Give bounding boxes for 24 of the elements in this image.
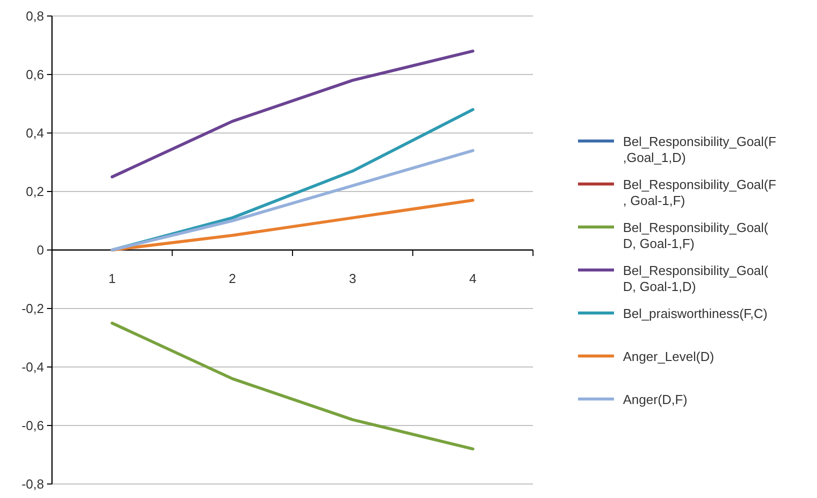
y-tick-label: -0,6 [22,418,44,434]
legend-label: Bel_Responsibility_Goal(F , Goal-1,F) [623,177,776,208]
y-tick-label: 0,4 [26,126,44,141]
legend-label: Bel_praisworthiness(F,C) [623,306,768,321]
x-tick-label: 1 [108,271,116,286]
legend-label: Anger(D,F) [623,392,688,407]
x-tick-label: 2 [228,271,236,286]
y-tick-label: -0,8 [22,476,44,492]
x-tick-label: 3 [349,271,356,286]
legend-label: Bel_Responsibility_Goal(F ,Goal_1,D) [623,134,776,165]
x-tick-label: 4 [469,271,476,286]
legend-label: Anger_Level(D) [623,349,714,364]
line-series [110,322,474,450]
legend-label: Bel_Responsibility_Goal( D, Goal-1,D) [623,263,769,294]
y-tick-label: 0,2 [26,184,44,200]
legend-label: Bel_Responsibility_Goal( D, Goal-1,F) [623,220,769,251]
line-series [110,198,474,252]
y-tick-label: -0,4 [22,360,44,375]
y-tick-label: 0,6 [26,67,44,82]
line-series [110,50,474,178]
line-series [110,149,474,252]
y-tick-label: -0,2 [22,301,44,316]
y-tick-label: 0 [36,242,44,258]
y-tick-label: 0,8 [26,8,44,24]
